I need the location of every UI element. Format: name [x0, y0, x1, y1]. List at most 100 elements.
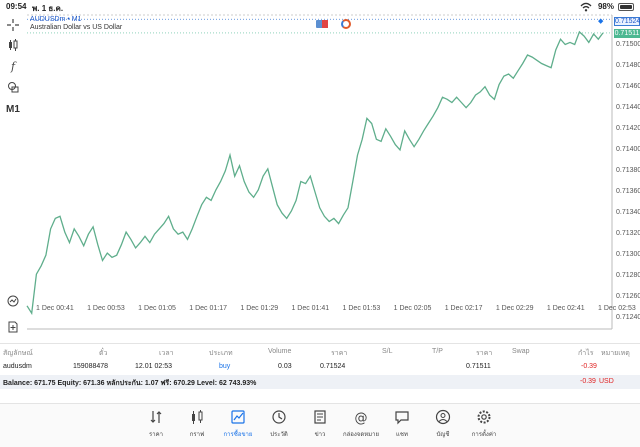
order-time: 12.01 02:53: [135, 363, 172, 370]
time-axis-label: 1 Dec 02:05: [393, 305, 432, 312]
time-axis-label: 1 Dec 02:41: [546, 305, 585, 312]
nav-quotes[interactable]: ราคา: [136, 408, 176, 442]
status-time: 09:54: [6, 2, 27, 11]
nav-trade[interactable]: การซื้อขาย: [218, 408, 258, 442]
col-volume: Volume: [268, 348, 292, 355]
nav-history[interactable]: ประวัติ: [259, 408, 299, 442]
orders-table-header: สัญลักษณ์ ตั๋ว เวลา ประเภท Volume ราคา S…: [0, 343, 640, 359]
chat-icon: [395, 411, 409, 425]
bottom-navigation: ราคา กราฟ การซื้อขาย ประวัติ ข่าว @ กล่อ…: [0, 403, 640, 447]
nav-label: กราฟ: [189, 432, 205, 438]
time-axis-label: 1 Dec 01:53: [342, 305, 381, 312]
order-ticket: 159088478: [73, 363, 109, 370]
col-type: ประเภท: [209, 350, 233, 357]
order-symbol: audusdm: [3, 363, 32, 370]
timeframe-button[interactable]: M1: [6, 103, 20, 115]
col-symbol: สัญลักษณ์: [3, 350, 33, 357]
symbol-description: Australian Dollar vs US Dollar: [30, 24, 123, 31]
nav-label: บัญชี: [436, 432, 450, 438]
trade-panel-toggle-icon[interactable]: [316, 20, 328, 28]
nav-settings[interactable]: การตั้งค่า: [464, 408, 504, 442]
nav-label: ข่าว: [314, 432, 326, 438]
battery-icon: [618, 3, 634, 11]
time-axis-label: 1 Dec 01:29: [240, 305, 279, 312]
time-axis-label: 1 Dec 02:17: [444, 305, 483, 312]
price-axis-label: 0.71420: [616, 124, 640, 132]
order-profit: -0.39: [581, 363, 597, 370]
balance-profit: -0.39: [580, 378, 596, 385]
new-order-icon[interactable]: [4, 318, 22, 336]
nav-label: กล่องจดหมาย: [342, 432, 380, 438]
price-axis-label: 0.71440: [616, 103, 640, 111]
indicators-icon[interactable]: [4, 36, 22, 54]
symbol-title: AUDUSDm • M1: [30, 16, 82, 23]
status-bar: 09:54 พ. 1 ธ.ค. 98%: [0, 0, 640, 14]
col-time: เวลา: [159, 350, 174, 357]
col-comment: หมายเหตุ: [601, 350, 630, 357]
nav-label: การตั้งค่า: [471, 432, 497, 438]
price-axis-label: 0.71480: [616, 61, 640, 69]
battery-percent: 98%: [597, 2, 614, 11]
col-sl: S/L: [382, 348, 393, 355]
nav-chat[interactable]: แชท: [382, 408, 422, 442]
order-type: buy: [219, 363, 231, 370]
trade-icon: [231, 410, 245, 424]
news-icon: [314, 410, 326, 424]
col-profit: กำไร: [578, 350, 594, 357]
one-click-trading-icon[interactable]: [4, 292, 22, 310]
col-current-price: ราคา: [476, 350, 493, 357]
quick-trade-toggle-icon[interactable]: [341, 19, 351, 29]
svg-text:@: @: [355, 411, 368, 425]
nav-label: ราคา: [149, 432, 163, 438]
price-axis-label: 0.71300: [616, 251, 640, 259]
nav-mailbox[interactable]: @ กล่องจดหมาย: [341, 408, 381, 442]
time-axis-label: 1 Dec 00:41: [36, 305, 74, 312]
col-swap: Swap: [512, 348, 530, 355]
time-axis-label: 1 Dec 01:17: [189, 305, 228, 312]
price-chart[interactable]: [0, 0, 640, 330]
balance-summary: Balance: 671.75 Equity: 671.36 หลักประกั…: [3, 380, 257, 387]
nav-label: การซื้อขาย: [223, 432, 253, 438]
price-axis-label: 0.71360: [616, 188, 640, 196]
price-axis-label: 0.71240: [616, 314, 640, 322]
price-axis-label: 0.71380: [616, 166, 640, 174]
nav-news[interactable]: ข่าว: [300, 408, 340, 442]
price-axis-label: 0.71500: [616, 40, 640, 48]
crosshair-icon[interactable]: [4, 16, 22, 34]
price-line: [26, 30, 604, 316]
wifi-icon: [580, 2, 592, 12]
balance-row: Balance: 671.75 Equity: 671.36 หลักประกั…: [0, 375, 640, 389]
time-axis-label: 1 Dec 01:05: [138, 305, 176, 312]
settings-icon: [477, 410, 491, 424]
function-icon[interactable]: f: [10, 59, 16, 73]
quotes-icon: [150, 411, 162, 423]
price-axis-label: 0.71460: [616, 82, 640, 90]
order-current-price: 0.71511: [466, 363, 491, 370]
ask-price-tag: 0.71524: [614, 17, 640, 26]
time-axis-label: 1 Dec 01:41: [291, 305, 330, 312]
price-axis-label: 0.71400: [616, 145, 640, 153]
chart-candles-icon: [192, 410, 203, 424]
nav-label: แชท: [396, 432, 408, 438]
time-axis-label: 1 Dec 00:53: [87, 305, 125, 312]
nav-account[interactable]: บัญชี: [423, 408, 463, 442]
ask-marker-icon: ◆: [598, 18, 604, 25]
price-axis-label: 0.71280: [616, 272, 640, 280]
nav-chart[interactable]: กราฟ: [177, 408, 217, 442]
price-axis-label: 0.71320: [616, 230, 640, 238]
col-price: ราคา: [331, 350, 348, 357]
bid-price-tag: 0.71511: [614, 29, 640, 38]
price-axis-label: 0.71340: [616, 209, 640, 217]
order-row[interactable]: audusdm 159088478 12.01 02:53 buy 0.03 0…: [0, 359, 640, 375]
status-date: พ. 1 ธ.ค.: [32, 4, 64, 13]
chart-toolbar: f M1: [0, 14, 26, 344]
mailbox-icon: @: [355, 411, 368, 425]
col-tp: T/P: [432, 348, 443, 355]
nav-label: ประวัติ: [270, 432, 288, 438]
order-open-price: 0.71524: [320, 363, 346, 370]
objects-icon[interactable]: [4, 78, 22, 96]
history-icon: [272, 410, 286, 424]
price-axis-label: 0.71260: [616, 293, 640, 301]
time-axis-label: 1 Dec 02:53: [598, 305, 636, 312]
balance-currency: USD: [599, 378, 614, 385]
